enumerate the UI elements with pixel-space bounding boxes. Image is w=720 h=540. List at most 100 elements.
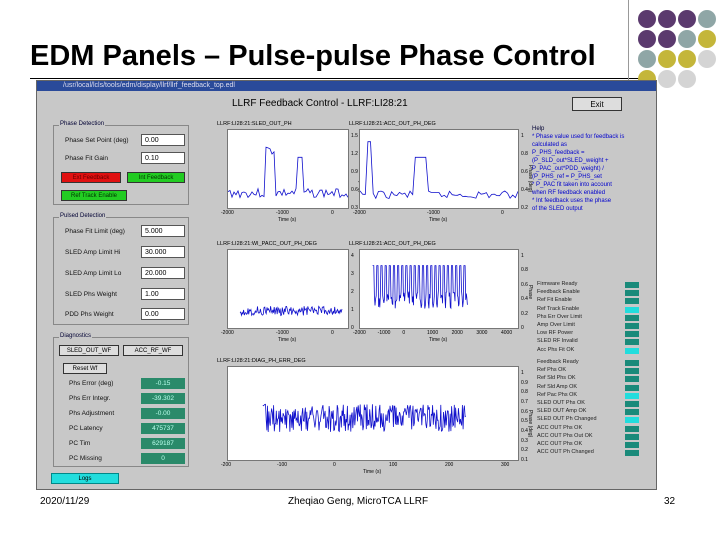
- plot-ytick: 0: [521, 325, 524, 331]
- plot-ytick: 1: [521, 253, 524, 259]
- status-led: [625, 401, 639, 407]
- phase-detection-label: Phase Detection: [59, 121, 106, 127]
- plot-xtick: -2000: [221, 330, 234, 336]
- phase-fit-limit-input[interactable]: 5.000: [141, 225, 185, 237]
- plot-ytick: 0.8: [521, 151, 528, 157]
- plot-ytick: 1: [351, 307, 354, 313]
- int-feedback-button[interactable]: Int Feedback: [127, 172, 185, 183]
- dot: [698, 30, 716, 48]
- readout-label: Phs Err Integr.: [69, 395, 111, 402]
- waveform-line: [372, 265, 468, 310]
- field-label: SLED Phs Weight: [65, 291, 117, 298]
- plot-ytick: 0.8: [521, 389, 528, 396]
- dot: [658, 70, 676, 88]
- plot-ytick: 1.2: [351, 151, 358, 157]
- help-line: * P_PAC fit taken into account: [532, 182, 612, 188]
- sled-phs-weight-input[interactable]: 1.00: [141, 288, 185, 300]
- status-label: Phs Err Over Limit: [537, 313, 582, 320]
- waveform-line: [239, 305, 343, 317]
- waveform-line: [227, 146, 349, 199]
- footer-page: 32: [664, 496, 676, 507]
- tab-acc-rf-wf[interactable]: ACC_RF_WF: [123, 345, 183, 356]
- status-led: [625, 425, 639, 432]
- waveform-svg: [372, 265, 468, 310]
- waveform-plot[interactable]: [227, 249, 349, 329]
- waveform-svg: [227, 146, 349, 199]
- ref-track-enable-button[interactable]: Ref Track Enable: [61, 190, 127, 201]
- waveform-plot[interactable]: [359, 249, 519, 329]
- field-label: Phase Fit Gain: [65, 155, 108, 162]
- plot-ytick: 0.4: [521, 187, 528, 193]
- help-line: (P_SLD_out*SLED_weight +: [532, 158, 609, 164]
- status-label: SLED OUT Amp OK: [537, 408, 587, 415]
- plot-xtick: -2000: [221, 210, 234, 216]
- waveform-plot[interactable]: [227, 129, 349, 209]
- logs-button[interactable]: Logs: [51, 473, 119, 484]
- status-label: Ref Phs OK: [537, 367, 567, 374]
- plot-xtick: 4000: [501, 330, 513, 336]
- waveform-plot[interactable]: [227, 366, 519, 461]
- tab-sled-out-wf[interactable]: SLED_OUT_WF: [59, 345, 119, 356]
- plot-xtick: -2000: [353, 330, 366, 336]
- sled-amp-hi-input[interactable]: 30.000: [141, 246, 185, 258]
- status-label: SLED OUT Ph Changed: [537, 416, 597, 423]
- dot: [658, 10, 676, 28]
- plot-xtick: -1000: [276, 210, 289, 216]
- help-line: of the SLED output: [532, 206, 583, 212]
- dot: [678, 30, 696, 48]
- status-led: [625, 347, 639, 354]
- plot-ytick: 1.5: [351, 133, 358, 139]
- status-label: Firmware Ready: [537, 281, 578, 287]
- status-led: [625, 314, 639, 321]
- dot: [638, 30, 656, 48]
- plot-xlabel: Time (s): [278, 217, 297, 223]
- waveform-plot[interactable]: [359, 129, 519, 209]
- status-led: [625, 339, 639, 346]
- exit-button[interactable]: Exit: [572, 97, 622, 111]
- edm-window: /usr/local/lcls/tools/edm/display/llrf/l…: [36, 80, 657, 490]
- field-label: Phase Fit Limit (deg): [65, 228, 125, 235]
- status-led: [625, 409, 639, 416]
- plot-title: LLRF:LI28:21:DIAG_PH_ERR_DEG: [217, 358, 306, 364]
- plot-ytick: 0.2: [521, 447, 528, 454]
- help-line: P_PHS_feedback =: [532, 150, 585, 156]
- ext-feedback-button[interactable]: Ext Feedback: [61, 172, 121, 183]
- footer-date: 2020/11/29: [40, 496, 90, 507]
- status-label: SLED RF Invalid: [537, 338, 578, 345]
- dot: [638, 10, 656, 28]
- sled-amp-lo-input[interactable]: 20.000: [141, 267, 185, 279]
- phase-setpoint-input[interactable]: 0.00: [141, 134, 185, 146]
- plot-xtick: -1000: [377, 330, 391, 336]
- status-label: Amp Over Limit: [537, 322, 575, 328]
- phase-fit-gain-input[interactable]: 0.10: [141, 152, 185, 164]
- footer-author: Zheqiao Geng, MicroTCA LLRF: [288, 496, 429, 507]
- window-title-bar[interactable]: /usr/local/lcls/tools/edm/display/llrf/l…: [37, 81, 656, 91]
- status-label: ACC OUT Phs OK: [537, 441, 583, 447]
- title-rule: [30, 78, 650, 79]
- help-line: (P_PHS_ref = P_PHS_set: [532, 174, 602, 180]
- panel-title: LLRF Feedback Control - LLRF:LI28:21: [232, 98, 408, 109]
- waveform-svg: [359, 141, 519, 200]
- reset-wf-button[interactable]: Reset Wf: [63, 363, 107, 374]
- plot-xtick: -200: [221, 462, 232, 468]
- plot-xtick: 1000: [427, 330, 439, 336]
- help-line: P_PAC_out*PDD_weight) /: [532, 166, 604, 172]
- pdd-phs-weight-input[interactable]: 0.00: [141, 308, 185, 320]
- plot-xtick: 3000: [476, 330, 488, 336]
- dot: [698, 50, 716, 68]
- status-led: [625, 323, 639, 329]
- plot-ytick: 2: [351, 289, 354, 295]
- decor-line: [628, 0, 629, 110]
- dot: [658, 30, 676, 48]
- plot-title: LLRF:LI28:21:WI_PACC_OUT_PH_DEG: [217, 241, 317, 247]
- status-led: [625, 417, 639, 424]
- readout-label: Phs Error (deg): [69, 380, 114, 387]
- status-label: Feedback Enable: [537, 289, 580, 296]
- dot: [678, 10, 696, 28]
- plot-ytick: 0.6: [521, 281, 528, 288]
- status-led: [625, 282, 639, 288]
- plot-xtick: 2000: [451, 330, 463, 336]
- slide-title: EDM Panels – Pulse-pulse Phase Control: [30, 40, 596, 72]
- phase-detection-group: [53, 125, 189, 205]
- status-label: Ref Track Enable: [537, 305, 580, 312]
